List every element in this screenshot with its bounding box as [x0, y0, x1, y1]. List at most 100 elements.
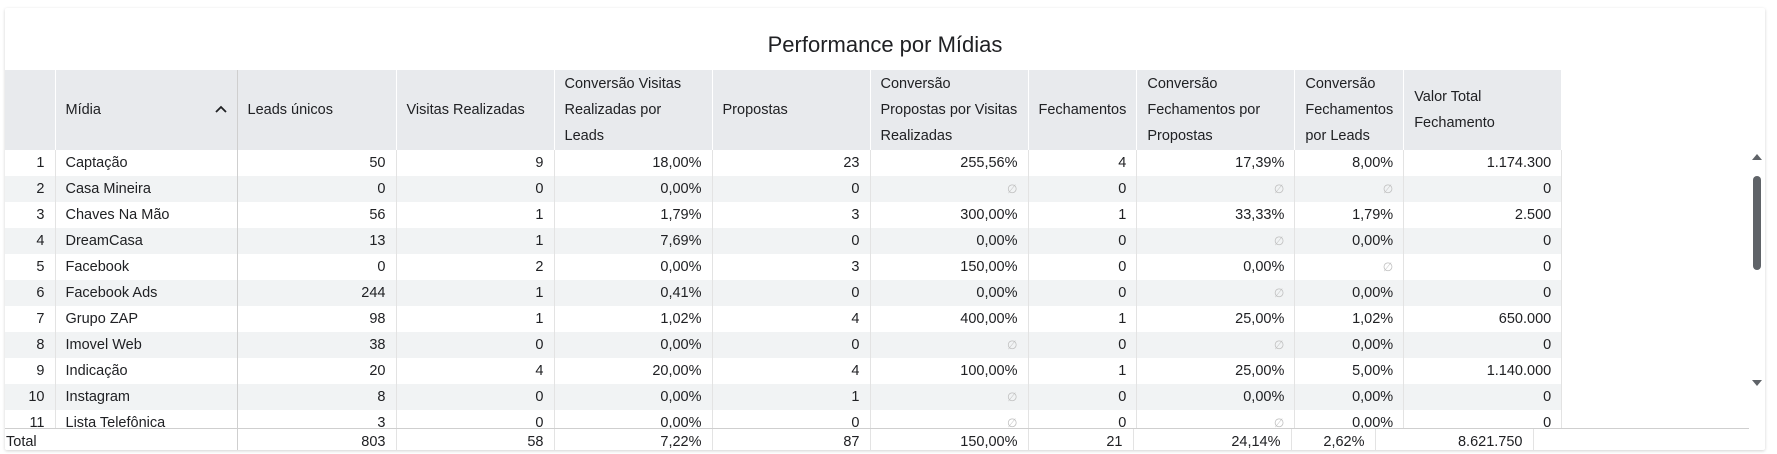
scroll-down-arrow-icon[interactable] — [1749, 376, 1765, 390]
column-header[interactable]: Propostas — [712, 70, 871, 150]
value-cell: 0 — [712, 280, 871, 306]
table-row[interactable]: 7 Grupo ZAP 98 1 1,02% 4 400,00% 1 25,00% 1,02% 65… — [5, 306, 1563, 332]
column-header[interactable]: Fechamentos — [1028, 70, 1138, 150]
value-cell: 255,56% — [870, 150, 1029, 176]
totals-row: Total 803 58 7,22% 87 150,00% 21 24,14% 2,62% 8.6… — [5, 428, 1749, 450]
value-cell: ∅ — [1294, 176, 1405, 202]
value-cell: ∅ — [1136, 280, 1296, 306]
table-row[interactable]: 2 Casa Mineira 0 0 0,00% 0 ∅ 0 ∅ ∅ 0 — [5, 176, 1563, 202]
value-cell: 0,00% — [554, 332, 713, 358]
vertical-scrollbar[interactable] — [1749, 150, 1765, 428]
value-cell: 0,00% — [1294, 228, 1405, 254]
totals-cell: 150,00% — [870, 429, 1029, 450]
value-cell: 400,00% — [870, 306, 1029, 332]
value-cell: 1 — [712, 384, 871, 410]
column-header[interactable]: Conversão Fechamentos por Propostas — [1136, 70, 1296, 150]
value-cell: 0 — [1403, 254, 1563, 280]
page-title: Performance por Mídias — [767, 32, 1003, 57]
value-cell: 1.174.300 — [1403, 150, 1563, 176]
value-cell: ∅ — [1136, 228, 1296, 254]
table-row[interactable]: 8 Imovel Web 38 0 0,00% 0 ∅ 0 ∅ 0,00% 0 — [5, 332, 1563, 358]
value-cell: 0 — [1403, 280, 1563, 306]
value-cell: ∅ — [1136, 410, 1296, 428]
totals-cell: 8.621.750 — [1375, 429, 1534, 450]
value-cell: 1,02% — [1294, 306, 1405, 332]
value-cell: 0,00% — [554, 176, 713, 202]
value-cell: 0 — [1403, 228, 1563, 254]
column-header[interactable]: Conversão Visitas Realizadas por Leads — [554, 70, 713, 150]
row-index: 8 — [5, 332, 56, 358]
table-row[interactable]: 10 Instagram 8 0 0,00% 1 ∅ 0 0,00% 0,00% 0 — [5, 384, 1563, 410]
column-header[interactable]: Visitas Realizadas — [396, 70, 555, 150]
column-header[interactable]: Mídia — [55, 70, 238, 150]
media-name-cell: Imovel Web — [55, 332, 238, 358]
value-cell: 0 — [1403, 176, 1563, 202]
column-header[interactable]: Valor Total Fechamento — [1403, 70, 1563, 150]
table-row[interactable]: 3 Chaves Na Mão 56 1 1,79% 3 300,00% 1 33,33% 1,7… — [5, 202, 1563, 228]
totals-cell: 803 — [237, 429, 397, 450]
row-index: 11 — [5, 410, 56, 428]
value-cell: 8 — [237, 384, 397, 410]
value-cell: 0 — [396, 176, 555, 202]
value-cell: 1.140.000 — [1403, 358, 1563, 384]
value-cell: ∅ — [870, 384, 1029, 410]
value-cell: 33,33% — [1136, 202, 1296, 228]
column-header[interactable]: Conversão Fechamentos por Leads — [1294, 70, 1405, 150]
value-cell: 23 — [712, 150, 871, 176]
value-cell: 0 — [1403, 410, 1563, 428]
row-index: 9 — [5, 358, 56, 384]
value-cell: 17,39% — [1136, 150, 1296, 176]
value-cell: 5,00% — [1294, 358, 1405, 384]
value-cell: 0 — [1028, 228, 1138, 254]
totals-cell: 2,62% — [1291, 429, 1376, 450]
media-name-cell: Instagram — [55, 384, 238, 410]
column-header[interactable]: Conversão Propostas por Visitas Realizad… — [870, 70, 1029, 150]
value-cell: 1 — [396, 306, 555, 332]
value-cell: 0,00% — [870, 280, 1029, 306]
value-cell: 0,00% — [1294, 280, 1405, 306]
value-cell: 0 — [712, 228, 871, 254]
value-cell: 0 — [712, 176, 871, 202]
value-cell: 4 — [712, 358, 871, 384]
table-row[interactable]: 11 Lista Telefônica 3 0 0,00% 0 ∅ 0 ∅ 0,00% 0 — [5, 410, 1563, 428]
value-cell: 2 — [396, 254, 555, 280]
header-index — [5, 70, 56, 150]
performance-table: Mídia Leads únicos Visitas Realizadas Conve… — [5, 70, 1563, 428]
value-cell: 300,00% — [870, 202, 1029, 228]
value-cell: 0 — [712, 332, 871, 358]
value-cell: 0,00% — [1136, 384, 1296, 410]
table-row[interactable]: 4 DreamCasa 13 1 7,69% 0 0,00% 0 ∅ 0,00% 0 — [5, 228, 1563, 254]
value-cell: 13 — [237, 228, 397, 254]
media-name-cell: Lista Telefônica — [55, 410, 238, 428]
media-name-cell: Facebook Ads — [55, 280, 238, 306]
value-cell: 38 — [237, 332, 397, 358]
value-cell: 0,00% — [1294, 384, 1405, 410]
totals-cell: 24,14% — [1133, 429, 1292, 450]
value-cell: 0 — [1028, 280, 1138, 306]
value-cell: 4 — [1028, 150, 1138, 176]
value-cell: 4 — [712, 306, 871, 332]
value-cell: 0 — [1028, 384, 1138, 410]
value-cell: 0,00% — [870, 228, 1029, 254]
table-row[interactable]: 5 Facebook 0 2 0,00% 3 150,00% 0 0,00% ∅ 0 — [5, 254, 1563, 280]
media-name-cell: Facebook — [55, 254, 238, 280]
table-row[interactable]: 6 Facebook Ads 244 1 0,41% 0 0,00% 0 ∅ 0,00% 0 — [5, 280, 1563, 306]
value-cell: 1 — [396, 228, 555, 254]
table-row[interactable]: 1 Captação 50 9 18,00% 23 255,56% 4 17,39% 8,00% 1… — [5, 150, 1563, 176]
row-index: 5 — [5, 254, 56, 280]
value-cell: 50 — [237, 150, 397, 176]
row-index: 6 — [5, 280, 56, 306]
value-cell: 25,00% — [1136, 358, 1296, 384]
totals-label: Total — [5, 429, 55, 450]
column-header[interactable]: Leads únicos — [237, 70, 397, 150]
row-index: 3 — [5, 202, 56, 228]
media-name-cell: DreamCasa — [55, 228, 238, 254]
value-cell: ∅ — [870, 332, 1029, 358]
scrollbar-thumb[interactable] — [1753, 176, 1761, 270]
value-cell: 20,00% — [554, 358, 713, 384]
value-cell: 0,00% — [554, 384, 713, 410]
scroll-up-arrow-icon[interactable] — [1749, 150, 1765, 164]
table-row[interactable]: 9 Indicação 20 4 20,00% 4 100,00% 1 25,00% 5,00% 1… — [5, 358, 1563, 384]
sort-ascending-icon[interactable] — [214, 104, 227, 114]
value-cell: 0,41% — [554, 280, 713, 306]
